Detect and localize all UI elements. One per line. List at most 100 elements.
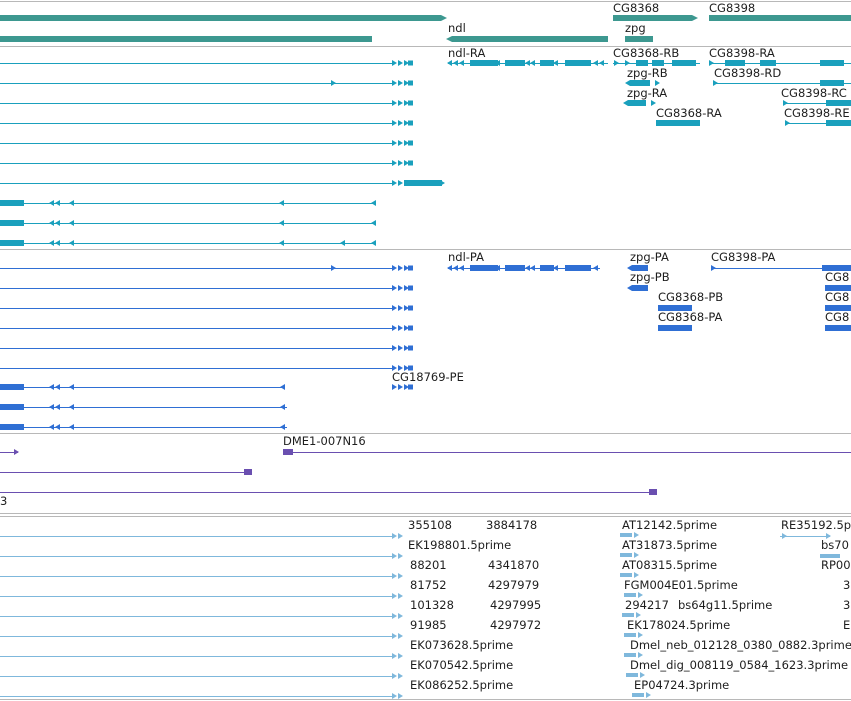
strand-arrow[interactable]	[625, 80, 630, 86]
feature-label[interactable]: zpg-PA	[630, 250, 669, 264]
exon-block[interactable]	[709, 15, 851, 21]
strand-arrow[interactable]	[525, 60, 530, 66]
strand-arrow[interactable]	[392, 653, 397, 659]
strand-arrow[interactable]	[398, 100, 403, 106]
feature-label[interactable]: DME1-007N16	[283, 434, 366, 448]
feature-label[interactable]: EK198801.5prime	[408, 538, 512, 552]
feature-label[interactable]: bs70	[821, 538, 849, 552]
exon-block[interactable]	[565, 60, 591, 66]
exon-block[interactable]	[565, 265, 591, 271]
strand-arrow[interactable]	[398, 120, 403, 126]
exon-block[interactable]	[632, 285, 648, 291]
strand-arrow[interactable]	[826, 533, 831, 539]
strand-arrow[interactable]	[495, 60, 500, 66]
strand-arrow[interactable]	[55, 424, 60, 430]
strand-arrow[interactable]	[638, 632, 643, 638]
strand-arrow[interactable]	[638, 592, 643, 598]
exon-block[interactable]	[825, 305, 851, 311]
feature-label[interactable]: RP00	[821, 558, 851, 572]
strand-arrow[interactable]	[392, 285, 397, 291]
feature-label[interactable]: CG8368-PB	[658, 290, 724, 304]
strand-arrow[interactable]	[55, 200, 60, 206]
strand-arrow[interactable]	[459, 265, 464, 271]
strand-arrow[interactable]	[392, 573, 397, 579]
feature-label[interactable]: CG8	[825, 310, 850, 324]
strand-arrow[interactable]	[280, 404, 285, 410]
exon-block[interactable]	[625, 36, 653, 42]
strand-arrow[interactable]	[634, 572, 639, 578]
strand-arrow[interactable]	[782, 533, 787, 539]
strand-arrow[interactable]	[392, 613, 397, 619]
strand-arrow[interactable]	[371, 200, 376, 206]
strand-arrow[interactable]	[331, 265, 336, 271]
strand-arrow[interactable]	[49, 404, 54, 410]
feature-label[interactable]: zpg-RB	[627, 66, 668, 80]
strand-arrow[interactable]	[55, 404, 60, 410]
strand-arrow[interactable]	[392, 673, 397, 679]
exon-block[interactable]	[820, 60, 844, 66]
strand-arrow[interactable]	[646, 692, 651, 698]
strand-arrow[interactable]	[447, 265, 452, 271]
strand-arrow[interactable]	[280, 384, 285, 390]
exon-block[interactable]	[408, 384, 413, 390]
exon-block[interactable]	[613, 15, 692, 21]
strand-arrow[interactable]	[398, 673, 403, 679]
exon-block[interactable]	[652, 60, 664, 66]
feature-label[interactable]: RE35192.5p	[781, 518, 851, 532]
feature-label[interactable]: CG8398-PA	[711, 250, 776, 264]
strand-arrow[interactable]	[49, 220, 54, 226]
exon-block[interactable]	[826, 120, 851, 126]
strand-arrow[interactable]	[453, 265, 458, 271]
strand-arrow[interactable]	[392, 533, 397, 539]
strand-arrow[interactable]	[525, 265, 530, 271]
strand-arrow[interactable]	[392, 633, 397, 639]
strand-arrow[interactable]	[638, 652, 643, 658]
strand-arrow[interactable]	[398, 653, 403, 659]
strand-arrow[interactable]	[627, 285, 632, 291]
strand-arrow[interactable]	[14, 449, 19, 455]
strand-arrow[interactable]	[446, 36, 452, 42]
exon-block[interactable]	[725, 60, 745, 66]
feature-label[interactable]: EK073628.5prime	[410, 638, 514, 652]
strand-arrow[interactable]	[404, 160, 409, 166]
exon-block[interactable]	[452, 36, 608, 42]
feature-label[interactable]: bs64g11.5prime	[678, 598, 773, 612]
feature-label[interactable]: CG8368-RA	[656, 106, 722, 120]
strand-arrow[interactable]	[404, 80, 409, 86]
strand-arrow[interactable]	[398, 180, 403, 186]
exon-block[interactable]	[408, 285, 413, 291]
strand-arrow[interactable]	[398, 573, 403, 579]
exon-block[interactable]	[826, 100, 851, 106]
strand-arrow[interactable]	[783, 100, 788, 106]
exon-block[interactable]	[624, 653, 636, 657]
feature-label[interactable]: CG18769-PE	[392, 370, 464, 384]
strand-arrow[interactable]	[279, 240, 284, 246]
strand-arrow[interactable]	[331, 80, 336, 86]
feature-label[interactable]: ndl	[448, 21, 466, 35]
strand-arrow[interactable]	[371, 220, 376, 226]
exon-block[interactable]	[408, 325, 413, 331]
exon-block[interactable]	[820, 554, 840, 558]
strand-arrow[interactable]	[392, 365, 397, 371]
strand-arrow[interactable]	[69, 424, 74, 430]
strand-arrow[interactable]	[392, 384, 397, 390]
strand-arrow[interactable]	[440, 180, 445, 186]
exon-block[interactable]	[0, 36, 372, 42]
strand-arrow[interactable]	[392, 80, 397, 86]
exon-block[interactable]	[0, 220, 24, 226]
strand-arrow[interactable]	[404, 60, 409, 66]
strand-arrow[interactable]	[404, 285, 409, 291]
feature-label[interactable]: AT31873.5prime	[622, 538, 718, 552]
feature-label[interactable]: CG8398-RC	[781, 86, 847, 100]
feature-label[interactable]: 101328	[410, 598, 454, 612]
exon-block[interactable]	[632, 693, 644, 697]
strand-arrow[interactable]	[652, 489, 657, 495]
feature-label[interactable]: CG8398-RA	[709, 46, 775, 60]
feature-label[interactable]: 88201	[410, 558, 447, 572]
feature-label[interactable]: CG8398-RE	[784, 106, 850, 120]
exon-block[interactable]	[672, 60, 696, 66]
strand-arrow[interactable]	[398, 345, 403, 351]
feature-label[interactable]: EK178024.5prime	[627, 618, 731, 632]
strand-arrow[interactable]	[447, 60, 452, 66]
strand-arrow[interactable]	[398, 285, 403, 291]
